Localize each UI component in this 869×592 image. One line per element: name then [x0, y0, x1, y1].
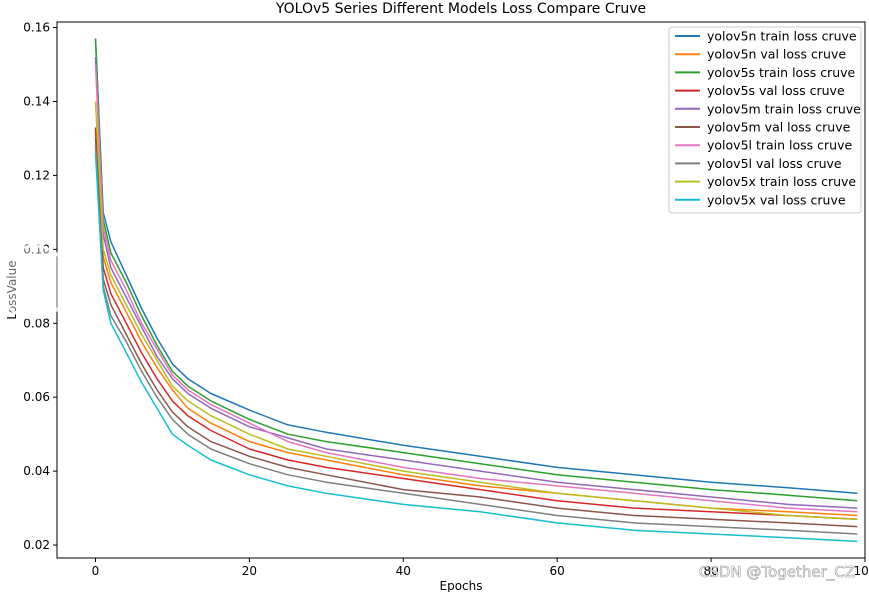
legend-label: yolov5x val loss cruve — [707, 192, 846, 207]
legend-label: yolov5m val loss cruve — [707, 120, 851, 135]
x-tick-label: 80 — [703, 564, 718, 578]
series-line-yolov5l-train — [94, 64, 858, 513]
x-axis-label: Epochs — [440, 579, 483, 592]
series-line-yolov5n-train — [94, 38, 858, 495]
y-tick-label: 0.14 — [23, 94, 50, 108]
legend-label: yolov5l val loss cruve — [707, 156, 842, 171]
x-tick-label: 100 — [854, 564, 869, 578]
x-tick-label: 0 — [92, 564, 100, 578]
chart-title: YOLOv5 Series Different Models Loss Comp… — [275, 1, 646, 17]
legend-label: yolov5n train loss cruve — [707, 29, 857, 44]
chevron-right-icon — [802, 262, 825, 302]
legend-label: yolov5l train loss cruve — [707, 138, 852, 153]
x-tick-label: 40 — [396, 564, 411, 578]
y-axis: 0.020.040.060.080.100.120.140.16 — [23, 21, 57, 552]
axes-frame — [56, 21, 866, 559]
legend-label: yolov5x train loss cruve — [707, 174, 856, 189]
legend-label: yolov5s train loss cruve — [707, 65, 856, 80]
legend-label: yolov5s val loss cruve — [707, 83, 845, 98]
x-axis: 0 20 40 60 80 100 — [92, 558, 869, 578]
y-tick-label: 0.12 — [23, 168, 50, 182]
y-tick-label: 0.06 — [23, 390, 50, 404]
prev-image-button[interactable] — [0, 244, 72, 320]
series-line-yolov5s-val — [94, 127, 858, 520]
y-axis-label: LossValue — [5, 260, 19, 319]
plot-area — [94, 38, 858, 543]
legend-box — [668, 26, 862, 214]
series-line-yolov5l-val — [94, 145, 858, 535]
series-line-yolov5m-val — [94, 138, 858, 528]
chevron-left-icon — [25, 262, 48, 302]
x-tick-label: 60 — [550, 564, 565, 578]
y-tick-label: 0.16 — [23, 21, 50, 35]
next-image-button[interactable] — [778, 244, 854, 320]
y-tick-label: 0.02 — [23, 538, 50, 552]
y-tick-label: 0.04 — [23, 464, 50, 478]
y-tick-label: 0.08 — [23, 316, 50, 330]
series-line-yolov5s-train — [94, 38, 858, 502]
series-line-yolov5m-train — [94, 57, 858, 509]
watermark: CSDN @Together_CZ — [699, 563, 855, 582]
x-tick-label: 20 — [242, 564, 257, 578]
series-line-yolov5x-val — [94, 153, 858, 543]
legend-label: yolov5m train loss cruve — [707, 101, 861, 116]
legend: yolov5n train loss cruve yolov5n val loss… — [668, 26, 862, 214]
series-line-yolov5x-train — [94, 101, 858, 520]
legend-label: yolov5n val loss cruve — [707, 47, 846, 62]
